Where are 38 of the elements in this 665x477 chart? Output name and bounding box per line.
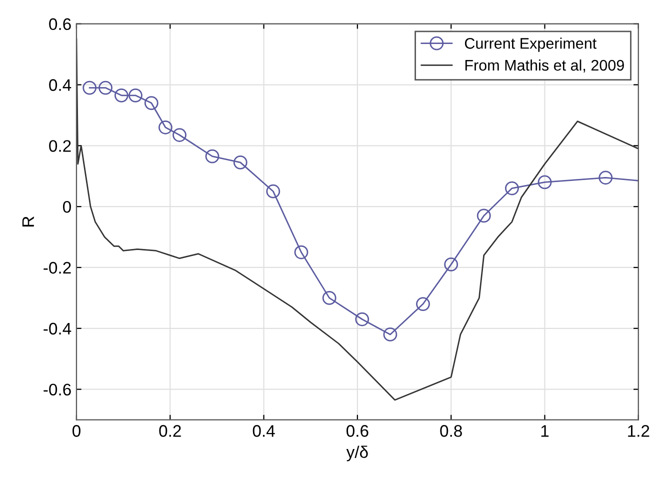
point [383, 328, 398, 342]
y-tick-label: 0.2 [49, 140, 71, 152]
point [294, 245, 308, 260]
x-tick-label: 0.6 [346, 425, 368, 437]
point [444, 257, 458, 272]
point [144, 96, 158, 110]
point [355, 312, 370, 326]
point [158, 120, 172, 134]
x-tick-label: 0.2 [159, 425, 181, 437]
y-tick-label: 0.4 [49, 79, 72, 91]
x-tick-label: 0.4 [252, 425, 275, 437]
x-tick-label: 1 [541, 425, 549, 437]
y-tick-label: 0 [62, 200, 71, 213]
y-tick-label: -0.6 [44, 384, 71, 396]
x-tick-label: 0 [72, 425, 80, 437]
point [98, 80, 112, 95]
point [598, 170, 613, 185]
point [476, 208, 491, 223]
x-axis-title: y/δ [346, 446, 368, 462]
point [205, 149, 220, 164]
point [233, 155, 248, 170]
y-axis-title: R [22, 216, 34, 226]
point [172, 128, 186, 142]
y-tick-label: -0.2 [44, 262, 71, 274]
legend-label: Current Experiment [464, 38, 597, 52]
point [114, 88, 128, 102]
y-tick-label: -0.4 [44, 322, 72, 335]
legend-label: From Mathis et al, 2009 [465, 59, 624, 73]
point [416, 297, 430, 311]
point [82, 80, 97, 95]
point [505, 181, 519, 196]
point [322, 290, 336, 305]
x-tick-label: 1.2 [628, 425, 650, 437]
point [266, 184, 280, 198]
y-tick-label: 0.6 [49, 18, 71, 30]
point [538, 175, 552, 190]
point [128, 88, 142, 102]
x-tick-label: 0.8 [440, 425, 462, 437]
